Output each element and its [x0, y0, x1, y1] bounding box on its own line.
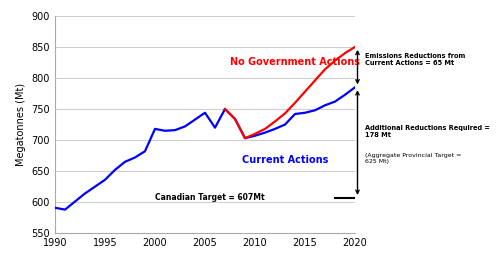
Text: Emissions Reductions from
Current Actions = 65 Mt: Emissions Reductions from Current Action…	[365, 53, 466, 66]
Text: Current Actions: Current Actions	[242, 155, 328, 165]
Text: Additional Reductions Required =
178 Mt: Additional Reductions Required = 178 Mt	[365, 125, 490, 138]
Text: Canadian Target = 607Mt: Canadian Target = 607Mt	[156, 193, 265, 202]
Text: No Government Actions: No Government Actions	[230, 58, 360, 68]
Y-axis label: Megatonnes (Mt): Megatonnes (Mt)	[16, 83, 26, 166]
Text: (Aggregate Provincial Target =
625 Mt): (Aggregate Provincial Target = 625 Mt)	[365, 153, 462, 164]
